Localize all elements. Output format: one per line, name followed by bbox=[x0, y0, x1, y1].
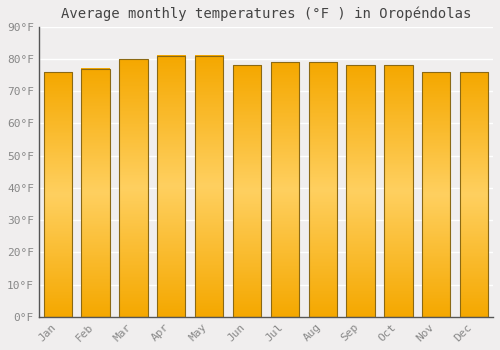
Bar bbox=[384, 65, 412, 317]
Bar bbox=[82, 69, 110, 317]
Bar bbox=[422, 72, 450, 317]
Bar bbox=[195, 56, 224, 317]
Bar bbox=[119, 59, 148, 317]
Title: Average monthly temperatures (°F ) in Oropéndolas: Average monthly temperatures (°F ) in Or… bbox=[60, 7, 471, 21]
Bar bbox=[44, 72, 72, 317]
Bar bbox=[157, 56, 186, 317]
Bar bbox=[233, 65, 261, 317]
Bar bbox=[308, 62, 337, 317]
Bar bbox=[270, 62, 299, 317]
Bar bbox=[460, 72, 488, 317]
Bar bbox=[346, 65, 375, 317]
